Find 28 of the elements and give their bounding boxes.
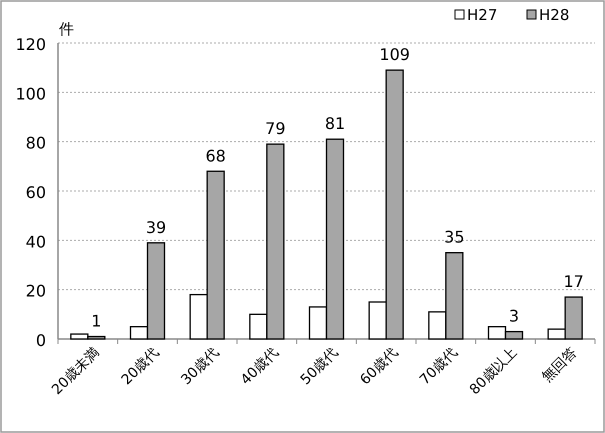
x-tick-label: 50歳代 — [298, 344, 342, 388]
x-tick-label: 60歳代 — [357, 344, 401, 388]
y-axis-title: 件 — [59, 20, 74, 38]
x-tick-label: 40歳代 — [238, 344, 282, 388]
y-tick-label: 80 — [26, 134, 46, 153]
x-tick-label: 20歳未満 — [49, 344, 103, 398]
data-label: 35 — [444, 228, 465, 247]
data-label: 1 — [91, 312, 102, 331]
x-tick-label: 80歳以上 — [466, 344, 520, 398]
data-label: 3 — [508, 306, 520, 326]
x-tick-label: 無回答 — [538, 344, 580, 386]
data-label: 79 — [265, 119, 286, 138]
legend-label: H28 — [539, 6, 570, 24]
data-label: 17 — [563, 272, 584, 292]
x-tick-label: 30歳代 — [178, 344, 222, 388]
y-tick-label: 20 — [26, 282, 46, 301]
data-label: 68 — [205, 146, 226, 166]
x-tick-label: 70歳代 — [416, 344, 461, 388]
x-tick-label: 20歳代 — [118, 344, 162, 388]
y-tick-label: 60 — [26, 183, 46, 202]
y-tick-label: 0 — [36, 331, 46, 350]
y-tick-label: 40 — [26, 232, 46, 252]
data-label: 39 — [146, 218, 166, 237]
data-label: 109 — [379, 45, 410, 64]
legend-label: H27 — [467, 6, 498, 24]
data-label: 81 — [324, 114, 346, 134]
y-tick-label: 100 — [15, 84, 46, 104]
y-tick-label: 120 — [15, 35, 46, 54]
